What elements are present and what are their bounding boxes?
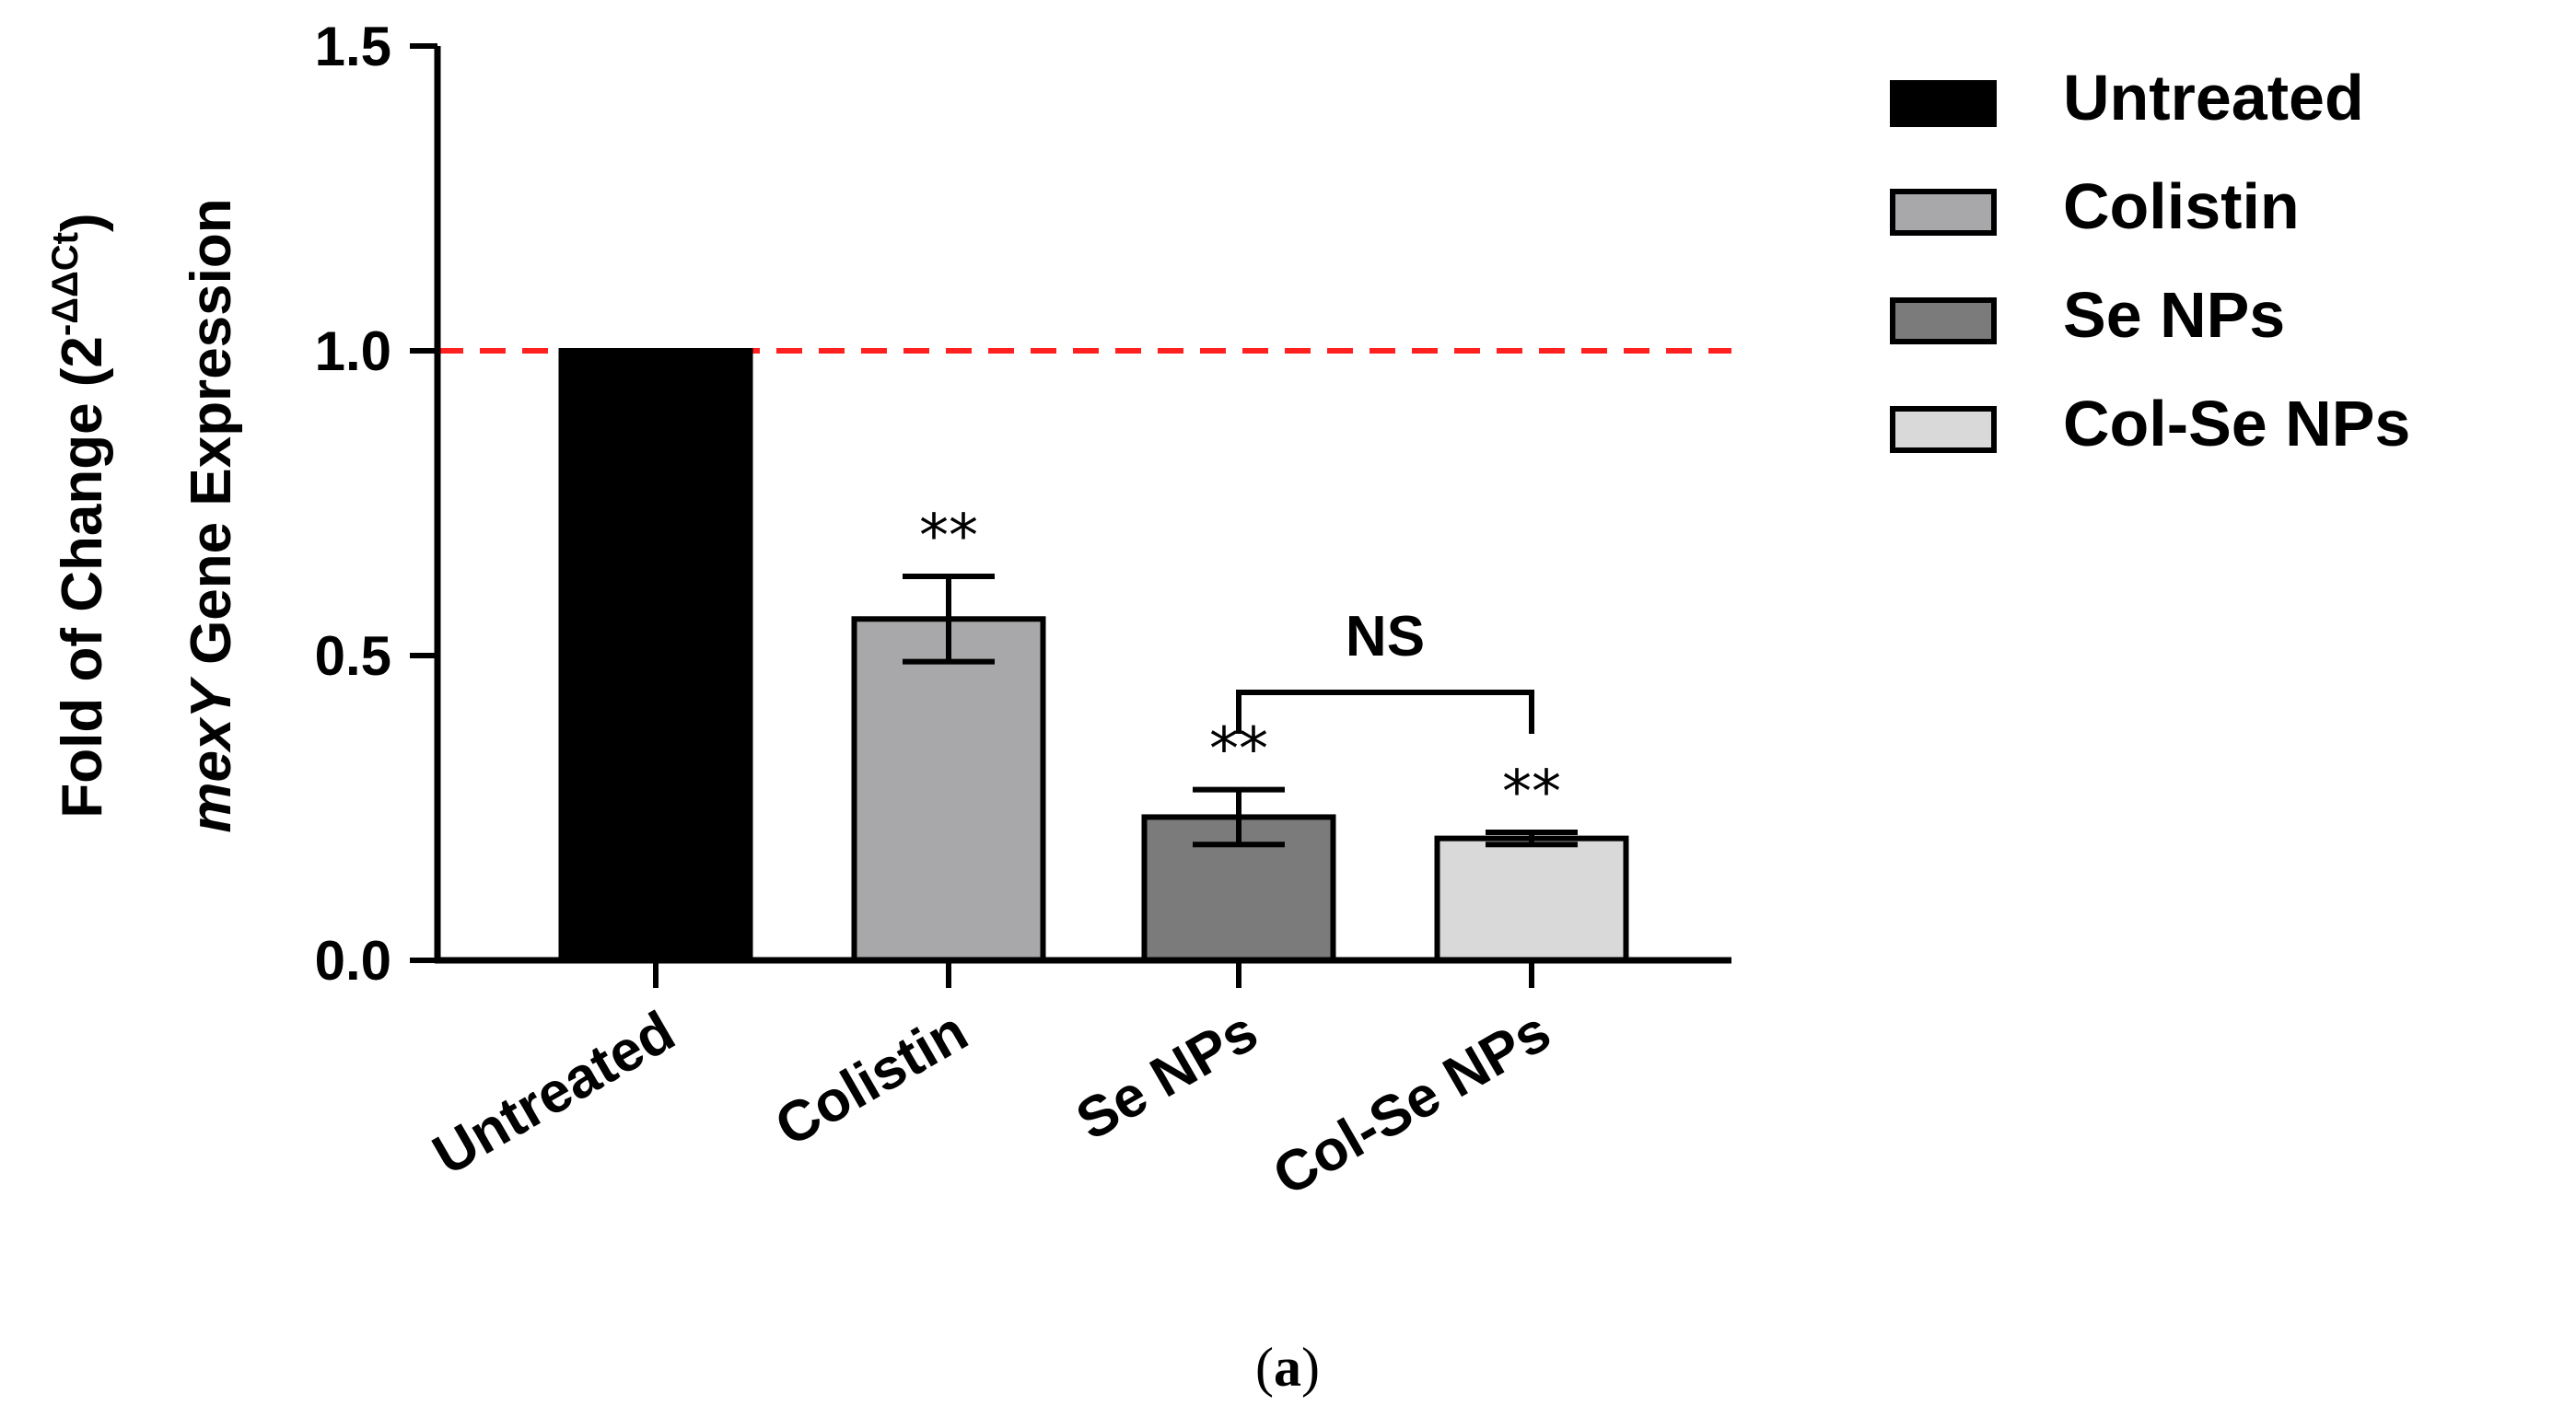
bar-col-se-nps (1434, 835, 1629, 963)
x-tick-label: Se NPs (1066, 999, 1268, 1153)
plot-area: Untreated**Colistin**Se NPs**Col-Se NPsN… (315, 16, 1731, 1208)
x-tick-label: Colistin (765, 999, 978, 1158)
x-tick-label: Col-Se NPs (1263, 999, 1561, 1208)
significance-label: ** (919, 503, 978, 571)
legend-label: Colistin (2063, 170, 2300, 242)
y-axis-label-prefix: Fold of Change (2 (51, 336, 114, 819)
caption-open-paren: ( (1255, 1337, 1274, 1398)
y-axis-label: Fold of Change (2-ΔΔCt) mexY Gene Expres… (45, 198, 243, 832)
svg-text:Fold of Change (2-ΔΔCt): Fold of Change (2-ΔΔCt) (45, 213, 114, 818)
comparison-bracket (1236, 690, 1534, 734)
legend-swatch (1890, 189, 1997, 236)
caption-close-paren: ) (1301, 1337, 1320, 1398)
figure-caption: (a) (1255, 1337, 1320, 1398)
x-tick-label: Untreated (423, 999, 685, 1187)
y-tick-label: 1.0 (315, 320, 391, 382)
y-axis-label-gene: mexY (180, 676, 243, 833)
y-tick-label: 0.0 (315, 930, 391, 992)
legend-swatch (1890, 406, 1997, 453)
legend-swatch (1890, 297, 1997, 344)
comparison-label: NS (1346, 605, 1425, 668)
legend-label: Untreated (2063, 62, 2364, 134)
y-axis-label-suffix: ) (51, 213, 114, 232)
y-axis-label-rest: Gene Expression (180, 198, 243, 680)
caption-letter: a (1274, 1337, 1301, 1398)
significance-label: ** (1502, 759, 1561, 827)
svg-text:mexY Gene Expression: mexY Gene Expression (180, 198, 243, 832)
legend-swatch (1890, 80, 1997, 127)
legend: Untreated Colistin Se NPs Col-Se NPs (1890, 62, 2410, 459)
legend-label: Se NPs (2063, 279, 2285, 351)
y-tick-label: 1.5 (315, 16, 391, 77)
bar-colistin (851, 616, 1046, 964)
y-axis-label-superscript: -ΔΔCt (45, 232, 86, 336)
y-tick-label: 0.5 (315, 625, 391, 687)
legend-label: Col-Se NPs (2063, 388, 2410, 459)
bar-untreated (558, 348, 753, 963)
